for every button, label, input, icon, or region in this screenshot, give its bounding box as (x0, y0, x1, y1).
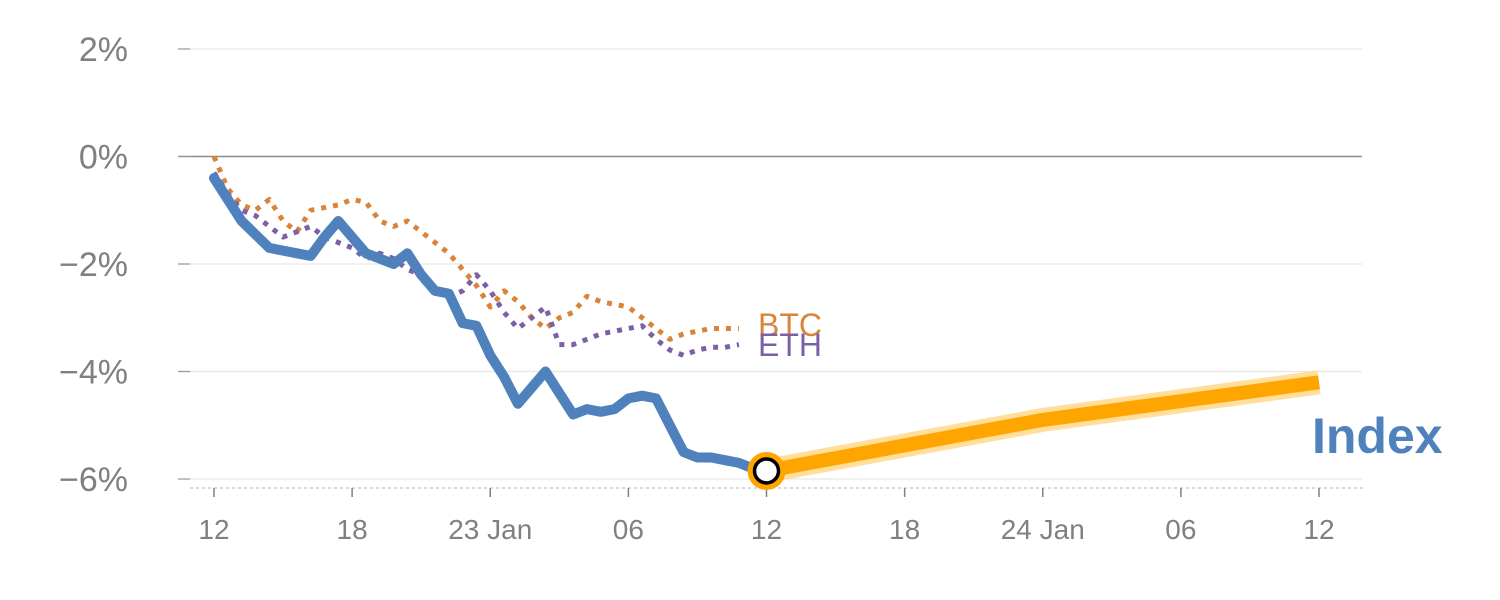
series-label-index: Index (1312, 408, 1443, 464)
y-tick-label: −6% (59, 461, 128, 499)
x-tick-label: 18 (889, 514, 920, 545)
gridlines (178, 48, 1362, 480)
series-line-eth (211, 171, 740, 358)
x-tick-label: 24 Jan (1001, 514, 1085, 545)
x-tick-label: 12 (1303, 514, 1334, 545)
series-label-btc: BTC (758, 307, 822, 343)
y-axis: 2% 0% −2% −4% −6% (59, 31, 190, 499)
forecast-band (765, 375, 1320, 478)
x-tick-label: 18 (337, 514, 368, 545)
series-line-index (209, 173, 772, 476)
series-layer (209, 155, 1321, 490)
highlight-marker (752, 457, 781, 485)
y-tick-label: −4% (59, 354, 128, 392)
series-line-btc (211, 155, 739, 342)
x-tick-label: 06 (613, 514, 644, 545)
x-tick-label: 12 (198, 514, 229, 545)
series-label-eth: ETH (758, 327, 822, 363)
x-axis: 12 18 23 Jan 06 12 18 24 Jan 06 12 (190, 487, 1364, 545)
y-tick-label: 2% (79, 31, 128, 69)
x-tick-label: 23 Jan (448, 514, 532, 545)
x-tick-label: 06 (1165, 514, 1196, 545)
y-tick-label: −2% (59, 246, 128, 284)
x-tick-label: 12 (751, 514, 782, 545)
y-tick-label: 0% (79, 139, 128, 177)
